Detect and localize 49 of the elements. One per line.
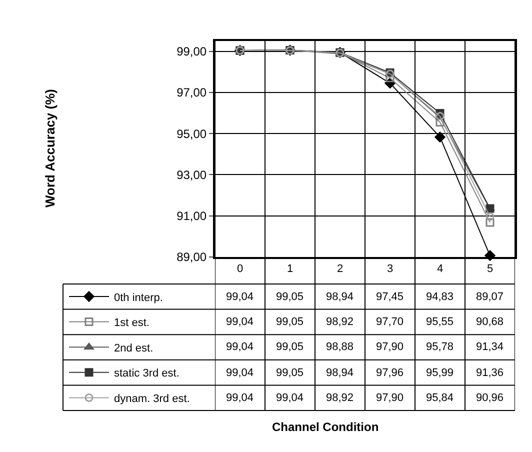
y-tick-label: 89,00 — [176, 250, 207, 264]
legend-label: dynam. 3rd est. — [114, 392, 190, 405]
data-label: 99,05 — [276, 367, 304, 379]
data-label: 97,90 — [376, 341, 404, 353]
text: Channel Condition — [272, 420, 379, 434]
text: Word Accuracy (%) — [42, 89, 58, 208]
legend-label: static 3rd est. — [114, 368, 180, 380]
data-label: 98,92 — [326, 316, 354, 328]
data-label: 99,05 — [276, 341, 304, 353]
data-label: 98,94 — [326, 291, 354, 303]
y-tick-label: 99,00 — [176, 44, 207, 58]
data-label: 99,04 — [226, 316, 254, 328]
data-label: 99,04 — [226, 341, 254, 353]
data-label: 91,36 — [476, 367, 504, 379]
data-label: 97,90 — [376, 392, 404, 404]
data-label: 99,04 — [276, 392, 304, 404]
legend-label: 2nd est. — [114, 342, 154, 354]
x-tick-label: 5 — [486, 263, 494, 276]
data-label: 90,68 — [476, 316, 504, 328]
data-label: 91,34 — [476, 341, 504, 353]
data-label: 97,96 — [376, 367, 404, 379]
data-label: 99,05 — [276, 291, 304, 303]
data-label: 94,83 — [426, 291, 454, 303]
y-tick-label: 93,00 — [176, 168, 207, 182]
legend-label: 1st est. — [114, 317, 150, 330]
data-label: 90,96 — [476, 392, 504, 404]
data-label: 89,07 — [476, 291, 504, 303]
data-label: 97,45 — [376, 291, 404, 303]
data-label: 98,94 — [326, 367, 354, 379]
x-tick-label: 4 — [436, 263, 444, 276]
x-tick-label: 0 — [236, 263, 244, 276]
data-label: 97,70 — [376, 316, 404, 328]
data-label: 99,04 — [226, 291, 254, 303]
y-tick-label: 95,00 — [176, 126, 207, 141]
data-label: 99,05 — [276, 316, 304, 328]
x-tick-label: 2 — [336, 263, 344, 276]
x-tick-label: 1 — [286, 263, 294, 276]
y-tick-label: 97,00 — [176, 86, 207, 100]
x-tick-label: 3 — [386, 263, 394, 276]
data-label: 95,55 — [426, 316, 454, 328]
legend-label: 0th interp. — [114, 292, 163, 304]
data-label: 98,92 — [326, 392, 354, 404]
data-label: 99,04 — [226, 392, 254, 404]
data-label: 95,84 — [426, 392, 454, 404]
y-tick-label: 91,00 — [176, 209, 207, 224]
data-label: 95,99 — [426, 367, 454, 379]
data-label: 98,88 — [326, 341, 354, 353]
data-label: 99,04 — [226, 367, 254, 379]
data-label: 95,78 — [426, 341, 454, 353]
